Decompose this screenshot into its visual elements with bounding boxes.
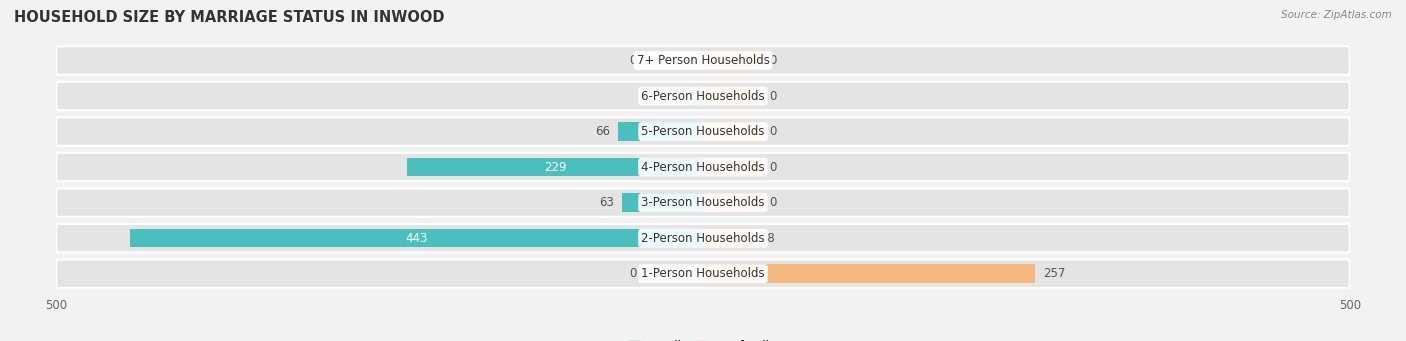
Text: 7+ Person Households: 7+ Person Households [637, 54, 769, 67]
Text: 0: 0 [630, 267, 637, 280]
Bar [703, 265, 1035, 283]
FancyBboxPatch shape [56, 117, 1350, 146]
Text: 4-Person Households: 4-Person Households [641, 161, 765, 174]
Bar [695, 87, 703, 105]
Text: 5-Person Households: 5-Person Households [641, 125, 765, 138]
Text: 66: 66 [595, 125, 610, 138]
Text: 38: 38 [759, 232, 775, 245]
Bar [703, 122, 761, 141]
Text: HOUSEHOLD SIZE BY MARRIAGE STATUS IN INWOOD: HOUSEHOLD SIZE BY MARRIAGE STATUS IN INW… [14, 10, 444, 25]
Bar [621, 193, 703, 212]
Text: 0: 0 [630, 54, 637, 67]
FancyBboxPatch shape [56, 82, 1350, 110]
Text: 0: 0 [769, 125, 776, 138]
Text: 257: 257 [1043, 267, 1066, 280]
Bar [129, 229, 703, 248]
Text: Source: ZipAtlas.com: Source: ZipAtlas.com [1281, 10, 1392, 20]
Text: 0: 0 [769, 196, 776, 209]
FancyBboxPatch shape [56, 260, 1350, 288]
FancyBboxPatch shape [56, 224, 1350, 252]
Bar [703, 51, 761, 70]
Text: 6-Person Households: 6-Person Households [641, 89, 765, 103]
Bar [703, 229, 752, 248]
Text: 63: 63 [599, 196, 614, 209]
FancyBboxPatch shape [56, 153, 1350, 181]
Text: 1-Person Households: 1-Person Households [641, 267, 765, 280]
Text: 7: 7 [679, 89, 686, 103]
Text: 0: 0 [769, 54, 776, 67]
Text: 0: 0 [769, 161, 776, 174]
Bar [406, 158, 703, 176]
Text: 2-Person Households: 2-Person Households [641, 232, 765, 245]
Legend: Family, Nonfamily: Family, Nonfamily [624, 336, 782, 341]
Bar [617, 122, 703, 141]
Bar [703, 158, 761, 176]
FancyBboxPatch shape [56, 46, 1350, 75]
Text: 443: 443 [405, 232, 427, 245]
Bar [703, 87, 761, 105]
Bar [703, 193, 761, 212]
Text: 229: 229 [544, 161, 567, 174]
Text: 3-Person Households: 3-Person Households [641, 196, 765, 209]
Text: 0: 0 [769, 89, 776, 103]
FancyBboxPatch shape [56, 189, 1350, 217]
